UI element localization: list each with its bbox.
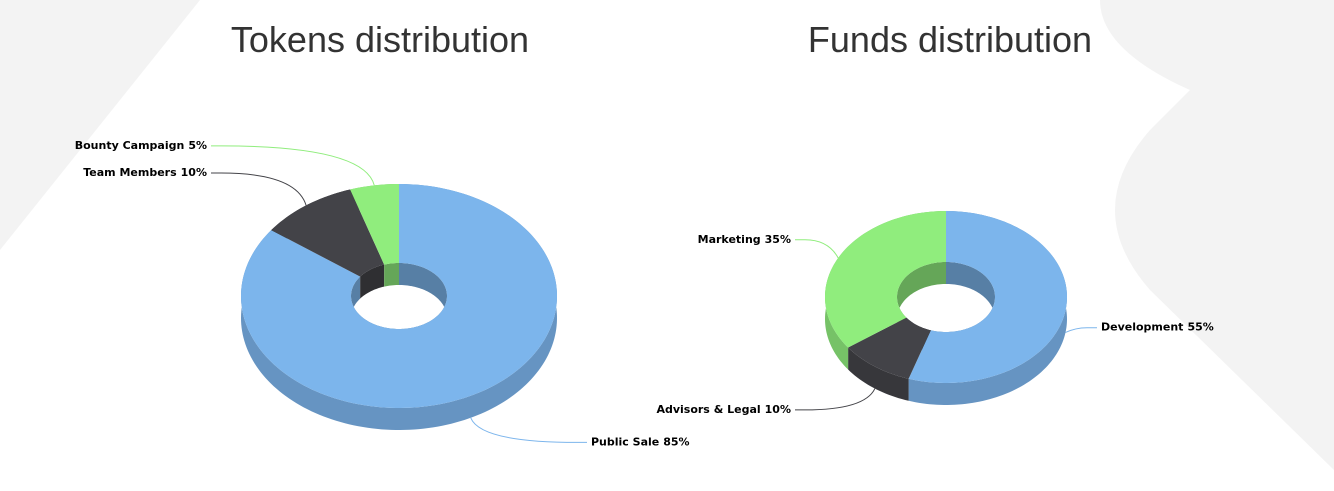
slice <box>848 317 931 379</box>
value-label: 55% <box>1187 321 1213 334</box>
value-label: 10% <box>181 166 207 179</box>
slice-side <box>908 211 1067 405</box>
category-label: Public Sale <box>591 435 659 448</box>
data-label: Public Sale 85% <box>591 435 690 448</box>
value-label: 5% <box>188 139 207 152</box>
slice <box>271 189 385 277</box>
value-label: 35% <box>765 233 791 246</box>
chart-title: Tokens distribution <box>231 19 529 60</box>
connector <box>1065 327 1097 333</box>
data-label: Advisors & Legal 10% <box>656 403 791 416</box>
slice <box>908 211 1067 383</box>
category-label: Marketing <box>698 233 761 246</box>
connector <box>211 145 375 186</box>
slice-inner-side <box>384 263 399 287</box>
connector <box>795 239 839 259</box>
value-label: 85% <box>663 435 689 448</box>
slice-inner-side <box>360 264 385 299</box>
background-shape <box>0 0 200 250</box>
slices <box>825 211 1067 383</box>
funds-chart: Funds distribution Development 55% Advisor… <box>656 19 1213 416</box>
labels: Development 55% Advisors & Legal 10% Marketi… <box>656 233 1213 416</box>
category-label: Advisors & Legal <box>656 403 760 416</box>
data-label: Development 55% <box>1101 321 1214 334</box>
chart-title: Funds distribution <box>808 19 1092 60</box>
slice-inner-side <box>897 262 946 340</box>
connector <box>470 417 587 443</box>
connector <box>211 172 307 206</box>
slice <box>825 211 946 348</box>
tokens-chart: Tokens distribution Public Sale 85% Team M… <box>75 19 690 448</box>
data-label: Team Members 10% <box>83 166 207 179</box>
category-label: Bounty Campaign <box>75 139 185 152</box>
slice-side <box>848 347 909 401</box>
data-label: Bounty Campaign 5% <box>75 139 207 152</box>
category-label: Development <box>1101 321 1183 334</box>
value-label: 10% <box>765 403 791 416</box>
connector <box>795 388 876 411</box>
slice <box>241 184 557 408</box>
category-label: Team Members <box>83 166 177 179</box>
slice <box>350 184 399 265</box>
data-label: Marketing 35% <box>698 233 791 246</box>
slices <box>241 184 557 408</box>
background-shape <box>1100 0 1334 470</box>
labels: Public Sale 85% Team Members 10% Bounty Camp… <box>75 139 690 449</box>
